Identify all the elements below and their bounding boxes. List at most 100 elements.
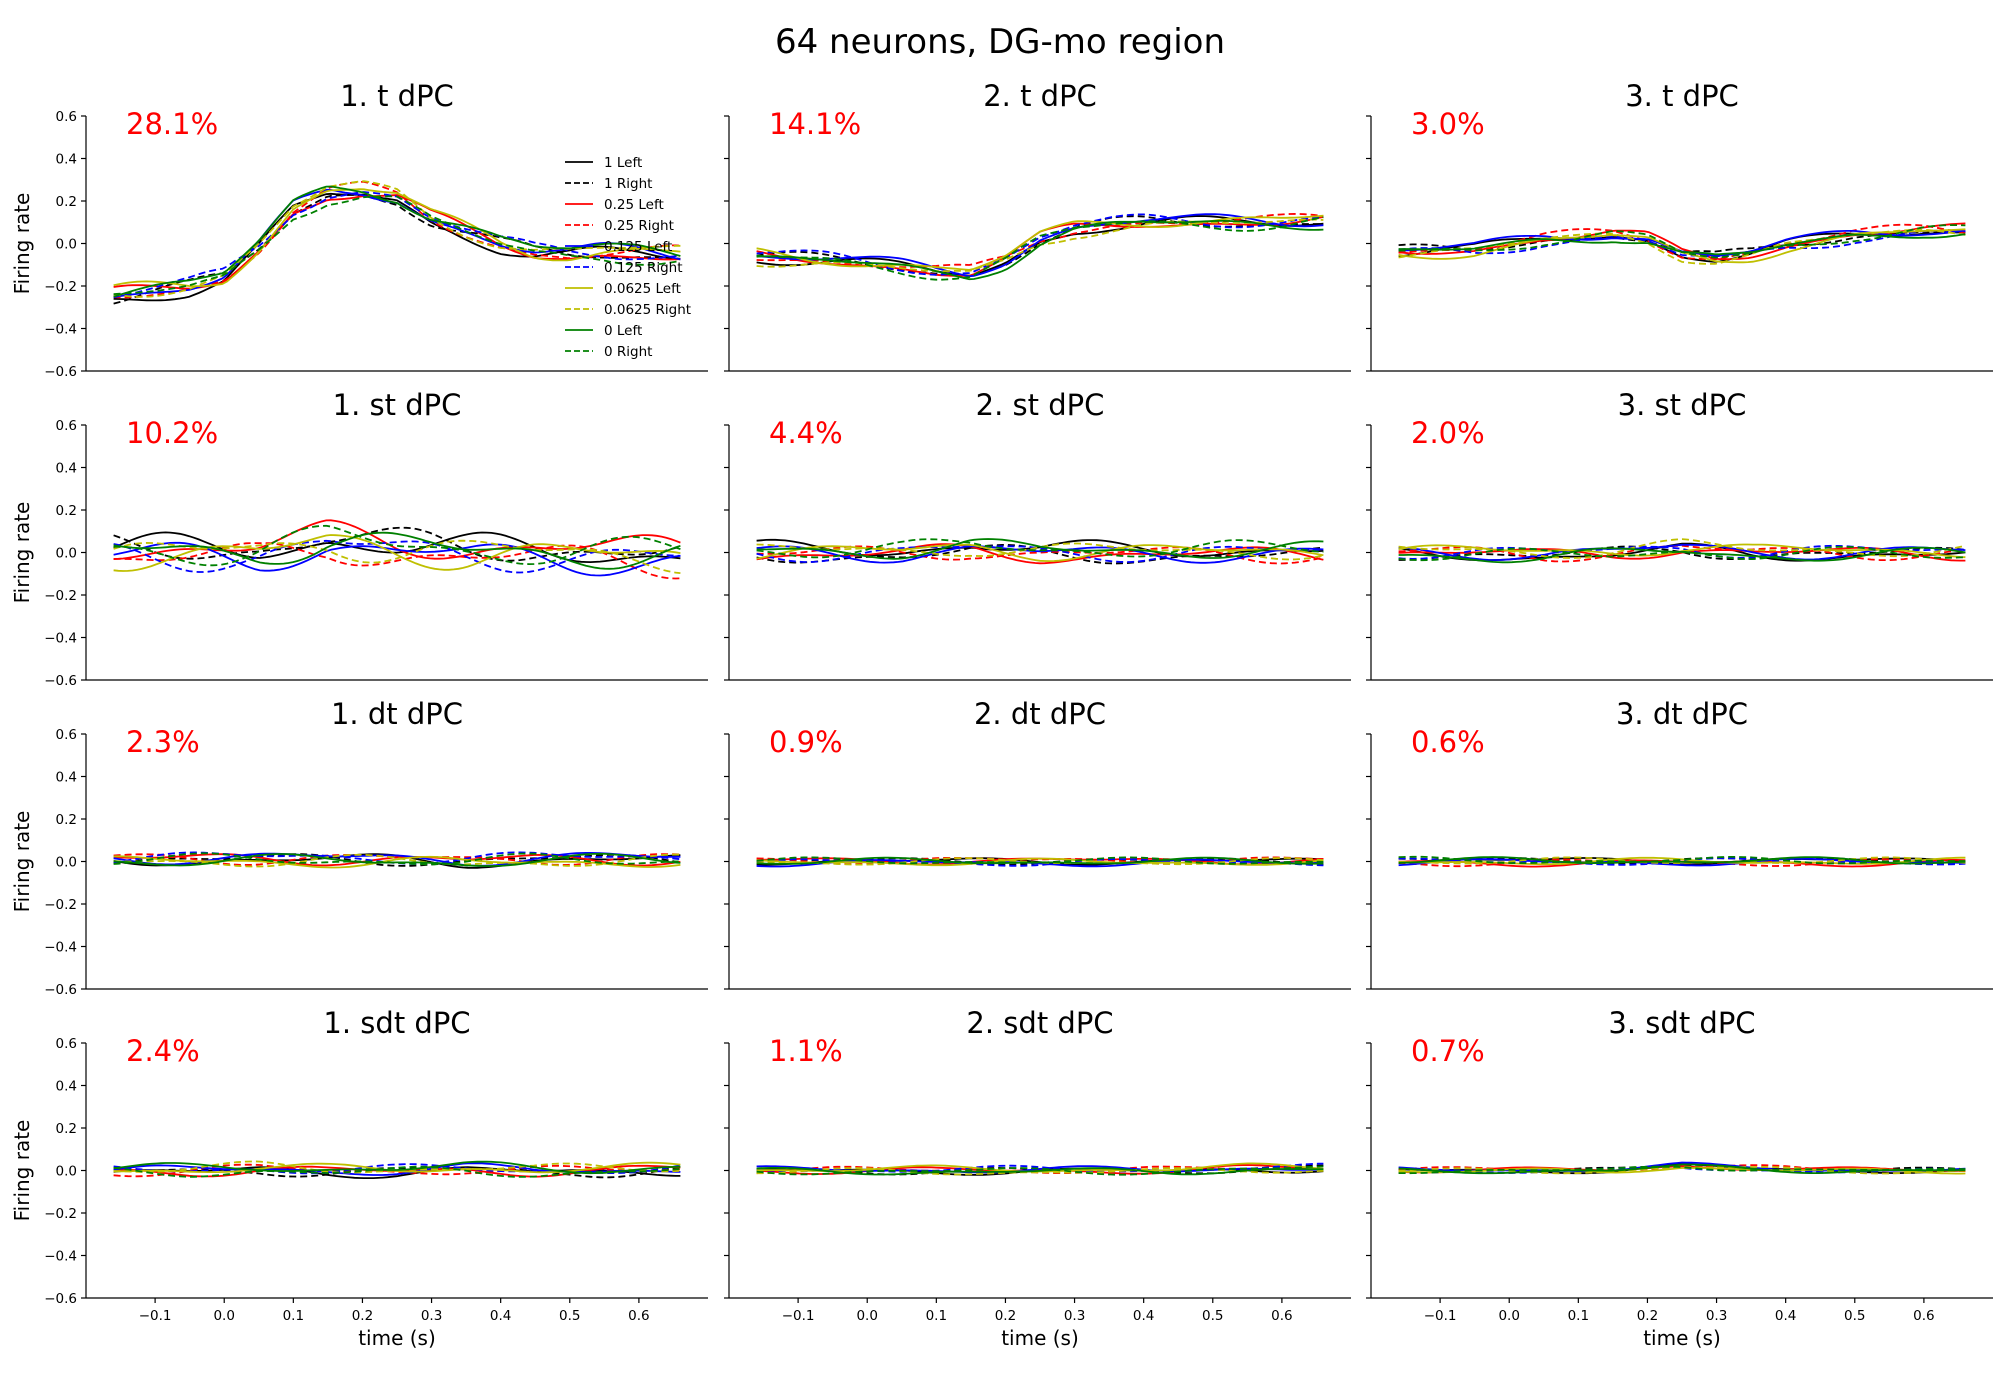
series-line	[113, 194, 681, 290]
series-line	[113, 188, 681, 299]
series-line	[113, 526, 681, 562]
series-line	[113, 180, 681, 298]
series-line	[1398, 1163, 1966, 1175]
panel-8: 2. dt dPC 0.9%	[724, 697, 1351, 990]
series-line	[756, 216, 1324, 281]
x-tick-label: 0.4	[1133, 1308, 1154, 1324]
x-tick-label: −0.1	[139, 1308, 172, 1324]
x-axis-label: time (s)	[1001, 1326, 1079, 1350]
y-tick-label: 0.0	[56, 1164, 77, 1180]
series-line	[113, 852, 681, 867]
x-tick-label: 0.3	[1706, 1308, 1727, 1324]
series-line	[113, 539, 681, 574]
x-tick-label: 0.4	[490, 1308, 511, 1324]
series-line	[113, 855, 681, 869]
panel-11: 2. sdt dPC 1.1% −0.1 0.0 0.1 0.2 0.3 0.4 0.5 0.6 t…	[724, 1006, 1351, 1350]
series-line	[756, 542, 1324, 561]
variance-label: 2.0%	[1411, 416, 1485, 450]
series-line	[113, 1161, 681, 1174]
series-line	[1398, 546, 1966, 564]
series-line	[756, 538, 1324, 560]
panel-title: 3. sdt dPC	[1608, 1006, 1755, 1040]
panel-title: 2. sdt dPC	[966, 1006, 1113, 1040]
series-line	[1398, 856, 1966, 865]
series-line	[756, 856, 1324, 865]
x-tick-label: −0.1	[782, 1308, 815, 1324]
series-line	[756, 214, 1324, 271]
y-tick-label: 0.6	[56, 109, 77, 125]
series-line	[1398, 228, 1966, 265]
variance-label: 3.0%	[1411, 107, 1485, 141]
x-tick-label: 0.6	[1913, 1308, 1934, 1324]
series-line	[113, 539, 681, 574]
x-tick-label: 0.3	[1064, 1308, 1085, 1324]
series-line	[756, 1167, 1324, 1176]
y-tick-label: −0.6	[44, 673, 77, 689]
y-axis-label: Firing rate	[10, 502, 34, 604]
panel-6: 3. st dPC 2.0%	[1366, 388, 1993, 681]
y-tick-label: −0.2	[44, 897, 77, 913]
panel-title: 2. st dPC	[976, 388, 1105, 422]
y-tick-label: 0.4	[56, 770, 77, 786]
series-line	[113, 853, 681, 867]
x-tick-label: 0.2	[1637, 1308, 1658, 1324]
series-line	[1398, 545, 1966, 562]
y-tick-label: 0.2	[56, 503, 77, 519]
panel-title: 3. t dPC	[1625, 79, 1739, 113]
panel-3: 3. t dPC 3.0%	[1366, 79, 1993, 372]
series-line	[1398, 858, 1966, 868]
series-line	[1398, 855, 1966, 865]
legend-label: 0.125 Left	[604, 239, 672, 255]
x-tick-label: −0.1	[1424, 1308, 1457, 1324]
panel-title: 1. dt dPC	[331, 697, 463, 731]
legend: 1 Left 1 Right 0.25 Left 0.25 Right 0.125 Le…	[565, 155, 691, 360]
series-line	[113, 1165, 681, 1178]
x-tick-label: 0.6	[1271, 1308, 1292, 1324]
series-line	[113, 851, 681, 865]
y-tick-label: 0.0	[56, 855, 77, 871]
panel-title: 1. sdt dPC	[323, 1006, 470, 1040]
y-tick-label: 0.0	[56, 546, 77, 562]
x-tick-label: 0.1	[926, 1308, 947, 1324]
y-tick-label: 0.2	[56, 194, 77, 210]
series-line	[113, 524, 681, 567]
y-tick-label: −0.4	[44, 1249, 77, 1265]
x-axis-label: time (s)	[1643, 1326, 1721, 1350]
y-tick-label: 0.4	[56, 152, 77, 168]
panel-title: 3. st dPC	[1618, 388, 1747, 422]
series-line	[756, 538, 1324, 559]
panel-grid: 1. t dPC 28.1% −0.6 −0.4 −0.2 0.0 0.2 0.4 0.6 Fir…	[10, 79, 1993, 1350]
variance-label: 0.7%	[1411, 1034, 1485, 1068]
x-tick-label: 0.0	[213, 1308, 234, 1324]
y-tick-label: −0.6	[44, 364, 77, 380]
x-tick-label: 0.2	[995, 1308, 1016, 1324]
series-line	[113, 531, 681, 564]
y-tick-label: 0.2	[56, 812, 77, 828]
legend-label: 0.0625 Right	[604, 302, 691, 318]
series-line	[1398, 229, 1966, 258]
legend-label: 0.125 Right	[604, 260, 683, 276]
series-line	[1398, 223, 1966, 261]
x-axis-label: time (s)	[358, 1326, 436, 1350]
series-line	[756, 543, 1324, 565]
series-line	[113, 531, 681, 570]
y-tick-label: −0.2	[44, 588, 77, 604]
panel-1: 1. t dPC 28.1% −0.6 −0.4 −0.2 0.0 0.2 0.4 0.6 Fir…	[10, 79, 708, 380]
x-tick-label: 0.1	[1568, 1308, 1589, 1324]
series-line	[113, 853, 681, 866]
figure-title: 64 neurons, DG-mo region	[775, 22, 1225, 62]
series-line	[1398, 545, 1966, 561]
series-line	[113, 1166, 681, 1179]
series-line	[113, 1163, 681, 1178]
panel-title: 3. dt dPC	[1616, 697, 1748, 731]
panel-4: 1. st dPC 10.2% −0.6 −0.4 −0.2 0.0 0.2 0.4 0.6 Fi…	[10, 388, 708, 689]
series-line	[113, 192, 681, 302]
panel-12: 3. sdt dPC 0.7% −0.1 0.0 0.1 0.2 0.3 0.4 0.5 0.6 t…	[1366, 1006, 1993, 1350]
legend-label: 0.0625 Left	[604, 281, 681, 297]
legend-label: 1 Left	[604, 155, 642, 171]
series-line	[756, 543, 1324, 563]
x-tick-label: 0.4	[1775, 1308, 1796, 1324]
variance-label: 1.1%	[769, 1034, 843, 1068]
y-tick-label: 0.6	[56, 418, 77, 434]
